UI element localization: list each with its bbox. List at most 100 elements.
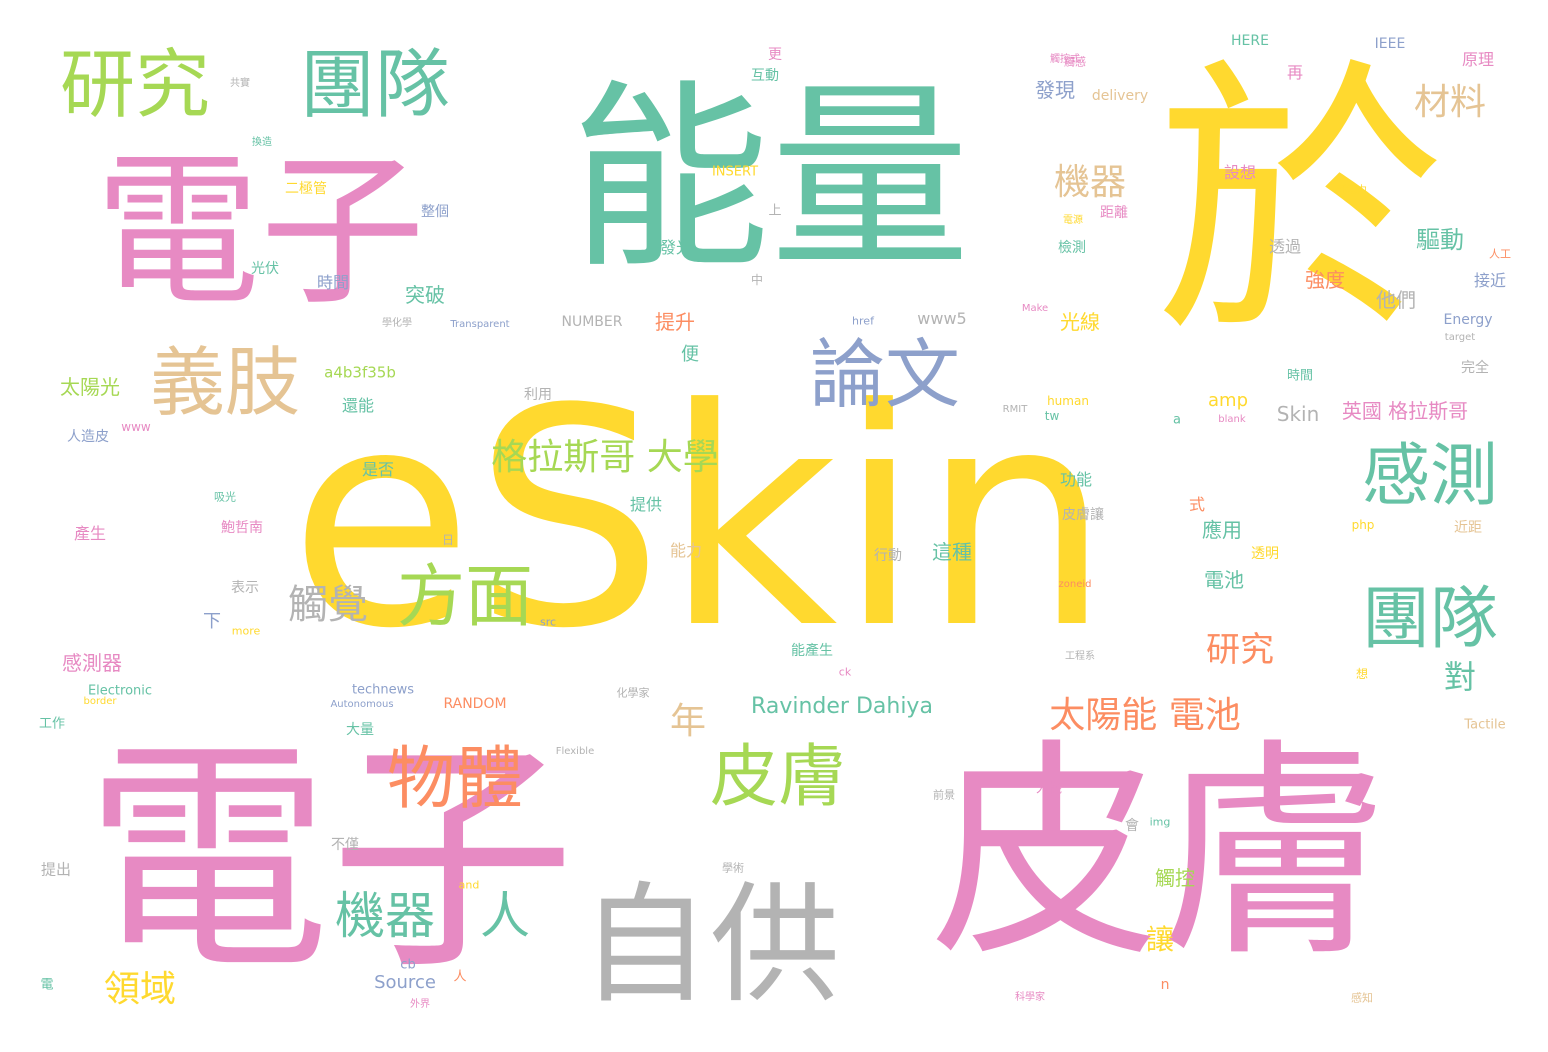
word-haineng: 還能	[342, 398, 374, 414]
word-gongchengxi: 工程系	[1065, 652, 1095, 662]
word-autonomous: Autonomous	[330, 700, 393, 710]
word-chujue: 觸覺	[288, 585, 368, 625]
word-gancezhi: 感測器	[62, 653, 122, 673]
word-nengliang: 能量	[570, 80, 970, 280]
word-src: src	[540, 617, 556, 628]
word-qudong: 驅動	[1416, 228, 1464, 252]
word-a: a	[1173, 414, 1181, 427]
word-insert: INSERT	[712, 166, 758, 179]
word-jinju: 近距	[1454, 521, 1482, 535]
word-tisheng: 提升	[655, 312, 695, 332]
word-qiangdu: 強度	[1305, 270, 1345, 290]
word-pifu-mid: 皮膚	[710, 744, 846, 812]
word-more: more	[232, 626, 261, 637]
word-number: NUMBER	[562, 315, 623, 329]
word-taiyangguang: 太陽光	[60, 377, 120, 397]
word-uk-glasgow: 英國 格拉斯哥	[1342, 401, 1468, 421]
word-and: and	[459, 880, 480, 891]
word-chukong: 觸控	[1155, 868, 1195, 888]
word-ravinder: Ravinder Dahiya	[751, 696, 933, 718]
word-a4b3f35b: a4b3f35b	[324, 366, 396, 381]
word-blank: blank	[1218, 415, 1245, 425]
word-chansheng: 產生	[74, 526, 106, 542]
word-faguang: 發光	[660, 240, 692, 256]
word-rengong: 人工	[1489, 249, 1511, 260]
word-zai: 再	[1287, 65, 1303, 81]
word-xiguang: 吸光	[214, 492, 236, 503]
word-juli: 距離	[1100, 206, 1128, 220]
word-rmit: RMIT	[1003, 405, 1028, 415]
word-guangxian: 光線	[1060, 312, 1100, 332]
word-zhezhong: 這種	[932, 542, 972, 562]
word-jiejin: 接近	[1474, 273, 1506, 289]
word-xingdong: 行動	[874, 549, 902, 563]
word-cailiao: 材料	[1414, 85, 1486, 121]
word-www5: www5	[917, 311, 966, 327]
word-renji: 人機	[1036, 783, 1062, 796]
word-here: HERE	[1231, 34, 1269, 48]
word-amp: amp	[1208, 392, 1248, 410]
word-biaoshi: 表示	[231, 581, 259, 595]
word-wanquan: 完全	[1461, 361, 1489, 375]
word-shi: 式	[1189, 497, 1205, 513]
word-img: img	[1150, 817, 1171, 828]
word-flexible: Flexible	[556, 747, 594, 757]
word-zigong: 自供	[580, 880, 840, 1010]
word-hudong: 互動	[751, 69, 779, 83]
word-jiance: 檢測	[1058, 241, 1086, 255]
word-dianzi-top: 電子	[95, 150, 425, 315]
word-ren: 人	[480, 891, 530, 941]
word-human: human	[1047, 395, 1089, 407]
word-dianchi: 電池	[1204, 570, 1244, 590]
word-yuanli: 原理	[1462, 52, 1494, 68]
word-jiqi: 機器	[335, 891, 435, 941]
word-technews: technews	[352, 684, 414, 697]
word-touguo: 透過	[1269, 239, 1301, 255]
word-gongzuo: 工作	[39, 718, 65, 731]
word-shang: 上	[768, 205, 781, 218]
word-geng: 更	[768, 48, 782, 62]
word-gongshi: 共實	[230, 79, 250, 89]
word-target: target	[1445, 333, 1475, 343]
word-yizhi: 義肢	[150, 346, 300, 421]
word-dianyuan: 電源	[1063, 216, 1083, 226]
word-n: n	[1161, 978, 1170, 992]
word-tactile: Tactile	[1464, 719, 1505, 732]
word-shijian-right: 時間	[1287, 370, 1313, 383]
word-yingyong: 應用	[1202, 520, 1242, 540]
word-tamen: 他們	[1376, 290, 1416, 310]
word-lingyu: 領域	[104, 972, 176, 1008]
word-xuehuaxue: 學化學	[382, 319, 412, 329]
word-transparent: Transparent	[450, 320, 509, 330]
word-random: RANDOM	[443, 697, 506, 711]
word-tigong: 提供	[630, 497, 662, 513]
word-shexiang: 設想	[1224, 165, 1256, 181]
word-yanjiu-top: 研究	[60, 48, 210, 123]
word-bian: 便	[681, 346, 699, 364]
word-php: php	[1352, 519, 1375, 531]
word-daliang: 大量	[346, 723, 374, 737]
word-shijian: 時間	[317, 275, 349, 291]
word-guangfu: 光伏	[251, 262, 279, 276]
word-gongneng: 功能	[1060, 472, 1092, 488]
word-solar-cell: 太陽能 電池	[1049, 698, 1240, 734]
word-gance: 感測	[1362, 443, 1498, 511]
word-dui: 對	[1444, 661, 1476, 693]
word-delivery: delivery	[1092, 89, 1148, 103]
word-qianjing: 前景	[933, 790, 955, 801]
word-www: www	[121, 421, 150, 433]
word-tw: tw	[1045, 410, 1060, 422]
word-hui: 會	[1125, 819, 1139, 833]
word-waijie: 外界	[410, 1000, 430, 1010]
word-cb: cb	[400, 959, 415, 972]
word-baozhenan: 鮑哲南	[221, 521, 263, 535]
word-rang: 讓	[1146, 926, 1174, 954]
word-xia: 下	[203, 613, 221, 631]
word-dian: 電	[40, 979, 53, 992]
word-erjiguan: 二極管	[285, 182, 327, 196]
word-huanzao: 換造	[252, 138, 272, 148]
word-ieee: IEEE	[1375, 37, 1406, 51]
word-ri: 日	[442, 534, 454, 546]
word-tupo: 突破	[405, 285, 445, 305]
